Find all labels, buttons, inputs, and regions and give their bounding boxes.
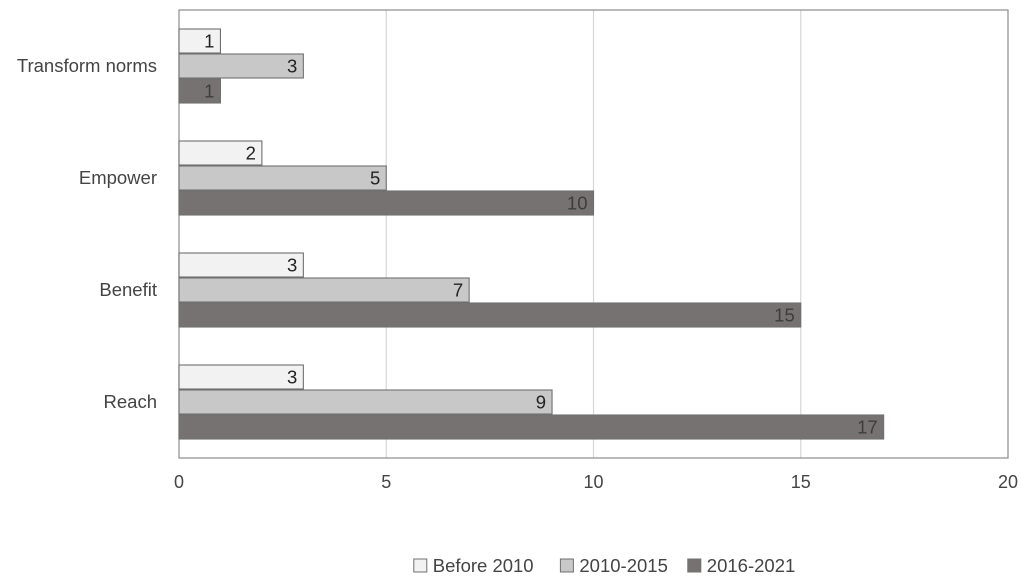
bar-reach-before-2010 [178,364,304,390]
x-tick-label-5: 5 [381,472,391,492]
data-label-transform-norms-2010-2015: 3 [287,56,297,77]
legend: Before 2010 2010-2015 2016-2021 [413,555,795,576]
data-label-reach-2010-2015: 9 [536,392,546,413]
legend-label-before-2010: Before 2010 [433,555,534,576]
bar-transform-norms-2016-2021 [178,78,222,104]
bar-reach-2010-2015 [178,389,553,415]
data-label-empower-before-2010: 2 [246,143,256,164]
data-labels: 1 3 1 2 5 10 3 7 15 3 9 17 [204,31,877,438]
x-tick-label-10: 10 [583,472,603,492]
legend-swatch-2016-2021 [687,558,702,573]
data-label-benefit-2010-2015: 7 [453,280,463,301]
data-label-transform-norms-2016-2021: 1 [204,81,214,102]
legend-item-before-2010: Before 2010 [413,555,534,576]
data-label-reach-before-2010: 3 [287,367,297,388]
legend-swatch-before-2010 [413,558,428,573]
category-axis-labels: Transform norms Empower Benefit Reach [17,55,157,412]
category-label-empower: Empower [79,167,157,188]
data-label-empower-2016-2021: 10 [567,193,588,214]
bar-transform-norms-2010-2015 [178,53,304,79]
category-label-benefit: Benefit [99,279,157,300]
bar-empower-2010-2015 [178,165,387,191]
bar-transform-norms-before-2010 [178,28,222,54]
plot-area-frame [178,9,1009,459]
category-label-reach: Reach [104,391,157,412]
x-tick-label-0: 0 [174,472,184,492]
bar-empower-2016-2021 [178,190,595,216]
bar-reach-2016-2021 [178,414,885,440]
bar-empower-before-2010 [178,140,263,166]
bars [178,28,885,440]
category-label-transform-norms: Transform norms [17,55,157,76]
data-label-reach-2016-2021: 17 [857,417,878,438]
bar-benefit-2016-2021 [178,302,802,328]
bar-benefit-before-2010 [178,252,304,278]
gridlines [385,10,802,458]
data-label-empower-2010-2015: 5 [370,168,380,189]
bar-benefit-2010-2015 [178,277,470,303]
legend-item-2010-2015: 2010-2015 [559,555,668,576]
x-tick-label-20: 20 [998,472,1018,492]
legend-label-2016-2021: 2016-2021 [707,555,795,576]
data-label-benefit-2016-2021: 15 [774,305,795,326]
value-axis-tick-labels: 0 5 10 15 20 [174,472,1018,492]
x-tick-label-15: 15 [791,472,811,492]
legend-label-2010-2015: 2010-2015 [579,555,667,576]
legend-swatch-2010-2015 [559,558,574,573]
data-label-benefit-before-2010: 3 [287,255,297,276]
data-label-transform-norms-before-2010: 1 [204,31,214,52]
legend-item-2016-2021: 2016-2021 [687,555,795,576]
